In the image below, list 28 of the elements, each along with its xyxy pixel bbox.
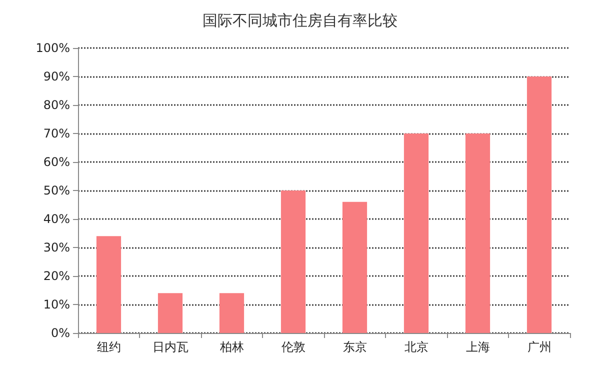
bar: [342, 202, 368, 333]
y-tick-label: 90%: [43, 70, 70, 84]
y-tick-label: 20%: [43, 269, 70, 283]
y-tick-label: 70%: [43, 126, 70, 140]
y-tick-label: 80%: [43, 98, 70, 112]
bar: [280, 190, 306, 333]
chart-title: 国际不同城市住房自有率比较: [202, 12, 398, 30]
x-tick-label: 日内瓦: [152, 340, 188, 354]
x-tick-label: 纽约: [96, 340, 121, 354]
bar: [526, 76, 552, 333]
x-tick-label: 柏林: [218, 340, 244, 354]
x-tick-label: 东京: [342, 340, 367, 354]
x-tick-label: 北京: [404, 340, 428, 354]
x-tick-label: 广州: [527, 340, 552, 354]
y-tick-label: 10%: [43, 298, 70, 312]
y-tick-label: 30%: [43, 240, 70, 254]
bar: [219, 293, 244, 333]
y-tick-label: 0%: [50, 326, 70, 340]
bar: [158, 293, 183, 333]
y-tick-label: 100%: [36, 41, 70, 55]
y-tick-label: 60%: [43, 155, 70, 169]
x-tick-label: 伦敦: [281, 340, 306, 354]
bar: [96, 236, 122, 333]
y-tick-label: 50%: [43, 184, 70, 198]
bar: [465, 134, 490, 333]
bar: [404, 134, 429, 333]
y-tick-label: 40%: [43, 212, 70, 226]
x-tick-label: 上海: [466, 340, 490, 354]
